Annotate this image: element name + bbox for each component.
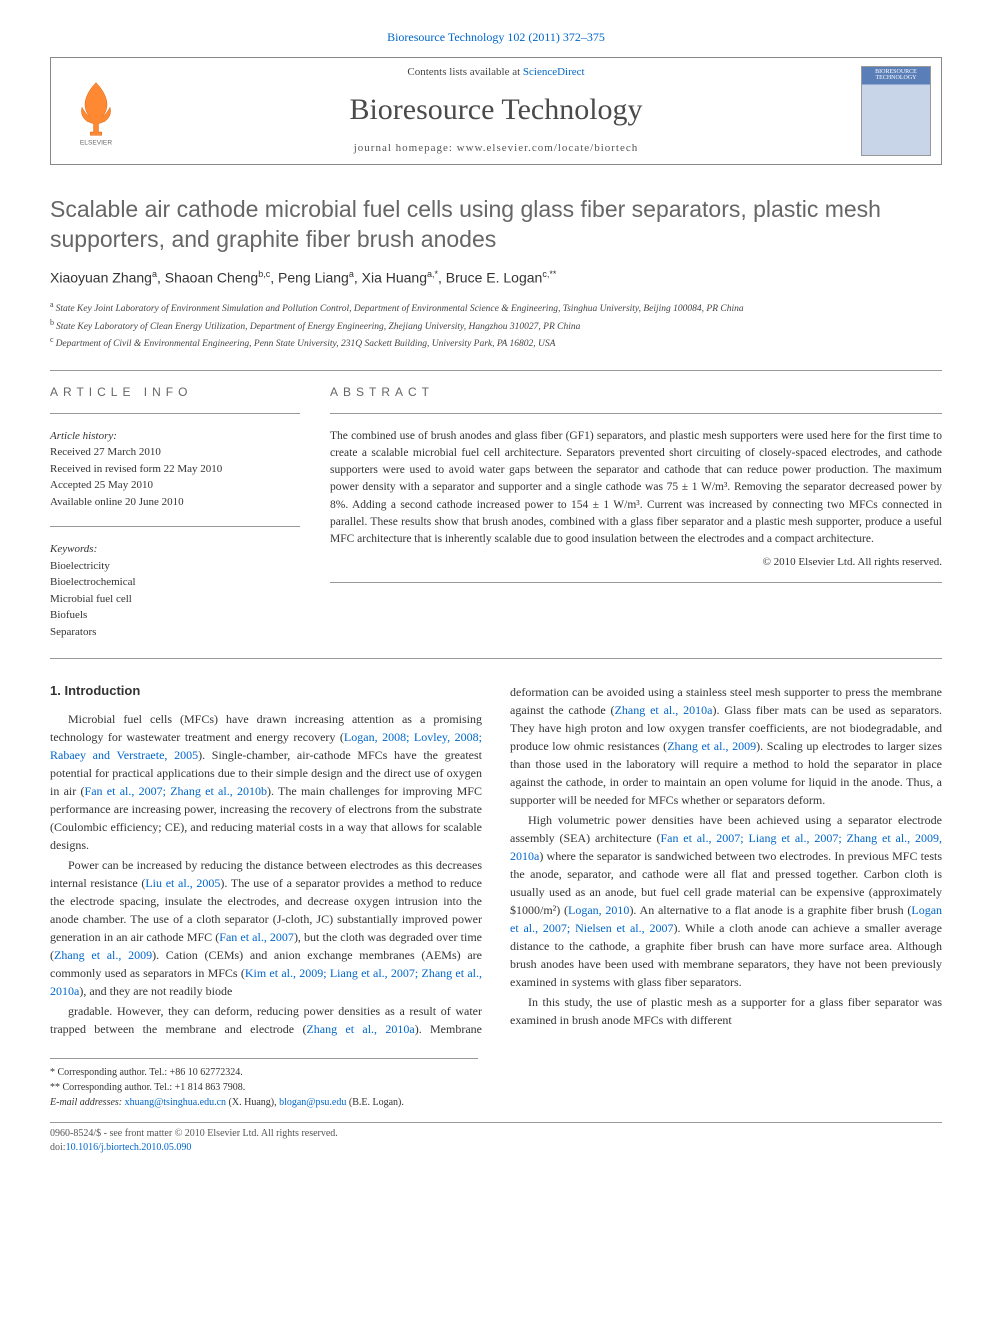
journal-cover: BIORESOURCE TECHNOLOGY [851, 58, 941, 164]
meta-abstract-row: ARTICLE INFO Article history: Received 2… [50, 385, 942, 641]
keywords-block: Keywords: BioelectricityBioelectrochemic… [50, 541, 300, 640]
footnotes: * Corresponding author. Tel.: +86 10 627… [50, 1058, 478, 1110]
sciencedirect-link[interactable]: ScienceDirect [523, 66, 585, 78]
keywords-label: Keywords: [50, 541, 300, 558]
history-label: Article history: [50, 428, 300, 445]
journal-cover-image: BIORESOURCE TECHNOLOGY [861, 66, 931, 156]
divider-meta-1 [50, 413, 300, 414]
email-2[interactable]: blogan@psu.edu [279, 1097, 346, 1108]
article-info-column: ARTICLE INFO Article history: Received 2… [50, 385, 300, 641]
abstract-copyright: © 2010 Elsevier Ltd. All rights reserved… [330, 556, 942, 568]
email-1-name: (X. Huang), [226, 1097, 279, 1108]
divider-abs-2 [330, 582, 942, 583]
history-line: Accepted 25 May 2010 [50, 477, 300, 494]
article-history: Article history: Received 27 March 2010R… [50, 428, 300, 511]
body-paragraph: Microbial fuel cells (MFCs) have drawn i… [50, 710, 482, 854]
corresponding-author-1: * Corresponding author. Tel.: +86 10 627… [50, 1065, 478, 1080]
affiliation: cDepartment of Civil & Environmental Eng… [50, 334, 942, 351]
history-line: Received 27 March 2010 [50, 444, 300, 461]
header-citation: Bioresource Technology 102 (2011) 372–37… [50, 30, 942, 45]
abstract-text: The combined use of brush anodes and gla… [330, 428, 942, 549]
journal-homepage: journal homepage: www.elsevier.com/locat… [151, 142, 841, 154]
doi-link[interactable]: 10.1016/j.biortech.2010.05.090 [66, 1142, 192, 1153]
divider-bottom [50, 658, 942, 659]
abstract-column: ABSTRACT The combined use of brush anode… [330, 385, 942, 641]
affiliations: aState Key Joint Laboratory of Environme… [50, 299, 942, 351]
history-line: Received in revised form 22 May 2010 [50, 461, 300, 478]
intro-heading: 1. Introduction [50, 683, 482, 698]
keyword: Bioelectricity [50, 558, 300, 575]
abstract-heading: ABSTRACT [330, 385, 942, 399]
email-addresses-line: E-mail addresses: xhuang@tsinghua.edu.cn… [50, 1095, 478, 1110]
contents-available-line: Contents lists available at ScienceDirec… [151, 66, 841, 78]
article-info-heading: ARTICLE INFO [50, 385, 300, 399]
affiliation: bState Key Laboratory of Clean Energy Ut… [50, 317, 942, 334]
body-paragraph: Power can be increased by reducing the d… [50, 856, 482, 1000]
publisher-logo: ELSEVIER [51, 58, 141, 164]
svg-text:ELSEVIER: ELSEVIER [80, 139, 112, 146]
doi-line: doi:10.1016/j.biortech.2010.05.090 [50, 1141, 942, 1155]
divider-abs-1 [330, 413, 942, 414]
elsevier-tree-icon: ELSEVIER [61, 76, 131, 146]
history-line: Available online 20 June 2010 [50, 494, 300, 511]
emails-label: E-mail addresses: [50, 1097, 122, 1108]
doi-label: doi: [50, 1142, 66, 1153]
article-title: Scalable air cathode microbial fuel cell… [50, 195, 942, 255]
divider-top [50, 370, 942, 371]
email-1[interactable]: xhuang@tsinghua.edu.cn [125, 1097, 226, 1108]
body-paragraph: High volumetric power densities have bee… [510, 811, 942, 991]
divider-meta-2 [50, 526, 300, 527]
issn-line: 0960-8524/$ - see front matter © 2010 El… [50, 1127, 942, 1141]
corresponding-author-2: ** Corresponding author. Tel.: +1 814 86… [50, 1080, 478, 1095]
keyword: Bioelectrochemical [50, 574, 300, 591]
keyword: Separators [50, 624, 300, 641]
header-center: Contents lists available at ScienceDirec… [141, 58, 851, 164]
keyword: Biofuels [50, 607, 300, 624]
body-paragraph: In this study, the use of plastic mesh a… [510, 993, 942, 1029]
authors-line: Xiaoyuan Zhanga, Shaoan Chengb,c, Peng L… [50, 269, 942, 286]
journal-name: Bioresource Technology [151, 93, 841, 127]
affiliation: aState Key Joint Laboratory of Environme… [50, 299, 942, 316]
body-columns: 1. Introduction Microbial fuel cells (MF… [50, 683, 942, 1038]
keyword: Microbial fuel cell [50, 591, 300, 608]
cover-title: BIORESOURCE TECHNOLOGY [864, 69, 928, 81]
contents-prefix: Contents lists available at [407, 66, 522, 78]
journal-header: ELSEVIER Contents lists available at Sci… [50, 57, 942, 165]
front-matter: 0960-8524/$ - see front matter © 2010 El… [50, 1122, 942, 1155]
email-2-name: (B.E. Logan). [346, 1097, 404, 1108]
